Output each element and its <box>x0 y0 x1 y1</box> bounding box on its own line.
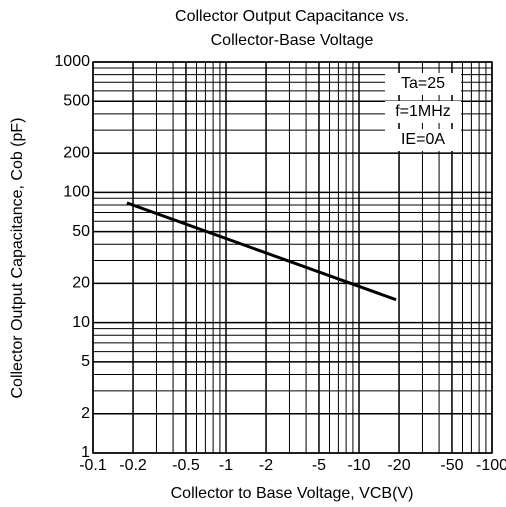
y-tick-label: 50 <box>72 223 90 240</box>
x-tick-label: -1 <box>219 457 233 474</box>
x-axis-label: Collector to Base Voltage, VCB(V) <box>171 485 414 502</box>
chart-title: Collector-Base Voltage <box>211 32 374 49</box>
plot-area <box>93 62 492 453</box>
x-tick-label: -100 <box>476 457 506 474</box>
y-axis-label: Collector Output Capacitance, Cob (pF) <box>9 117 26 398</box>
x-tick-label: -2 <box>259 457 273 474</box>
plot-border <box>92 61 493 454</box>
annotation-box <box>385 101 461 123</box>
y-tick-label: 200 <box>63 144 90 161</box>
x-tick-label: -10 <box>347 457 370 474</box>
annotation: IE=0A <box>401 131 445 148</box>
annotation-box <box>385 129 461 151</box>
chart-title: Collector Output Capacitance vs. <box>175 8 409 25</box>
x-tick-label: -5 <box>312 457 326 474</box>
x-tick-label: -20 <box>387 457 410 474</box>
y-tick-label: 100 <box>63 184 90 201</box>
y-tick-label: 5 <box>81 353 90 370</box>
data-line <box>126 201 397 302</box>
annotation: f=1MHz <box>395 103 451 120</box>
y-tick-label: 1 <box>81 444 90 461</box>
x-tick-label: -0.2 <box>119 457 147 474</box>
x-tick-label: -50 <box>440 457 463 474</box>
y-tick-label: 20 <box>72 275 90 292</box>
annotation-box <box>385 73 461 95</box>
annotation: Ta=25 <box>401 75 445 92</box>
y-tick-label: 1000 <box>54 53 90 70</box>
y-tick-label: 2 <box>81 405 90 422</box>
x-tick-label: -0.1 <box>79 457 107 474</box>
x-tick-label: -0.5 <box>172 457 200 474</box>
y-tick-label: 10 <box>72 314 90 331</box>
y-tick-label: 500 <box>63 92 90 109</box>
